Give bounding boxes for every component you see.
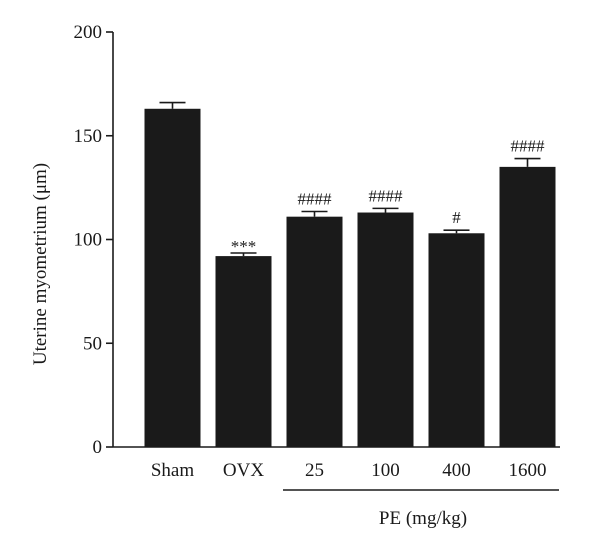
- bar-25: [286, 216, 343, 447]
- significance-marker: ####: [298, 189, 333, 208]
- bar-100: [357, 212, 414, 447]
- y-axis-label: Uterine myometrium (μm): [30, 163, 51, 365]
- x-tick-label: OVX: [223, 460, 264, 481]
- significance-marker: ***: [231, 237, 257, 256]
- bar-ovx: [215, 256, 272, 447]
- y-tick-label: 150: [74, 126, 103, 147]
- x-tick-label: Sham: [151, 460, 195, 481]
- significance-marker: ####: [369, 186, 404, 205]
- y-tick-label: 0: [93, 437, 103, 458]
- x-tick-label: 100: [371, 460, 400, 481]
- y-tick-label: 200: [74, 22, 103, 43]
- significance-marker: #: [452, 208, 461, 227]
- y-tick-label: 50: [83, 333, 102, 354]
- bar-400: [428, 233, 485, 447]
- x-tick-label: 25: [305, 460, 324, 481]
- bar-sham: [144, 108, 201, 448]
- plot-area: 0 50 100 150 200 Sham *** OVX #### 25 #### 100 #400 #…: [74, 22, 560, 491]
- y-tick-label: 100: [74, 230, 103, 251]
- bar-1600: [499, 166, 556, 447]
- x-tick-label: 400: [442, 460, 471, 481]
- x-tick-label: 1600: [509, 460, 547, 481]
- group-label: PE (mg/kg): [379, 508, 467, 529]
- significance-marker: ####: [511, 137, 546, 156]
